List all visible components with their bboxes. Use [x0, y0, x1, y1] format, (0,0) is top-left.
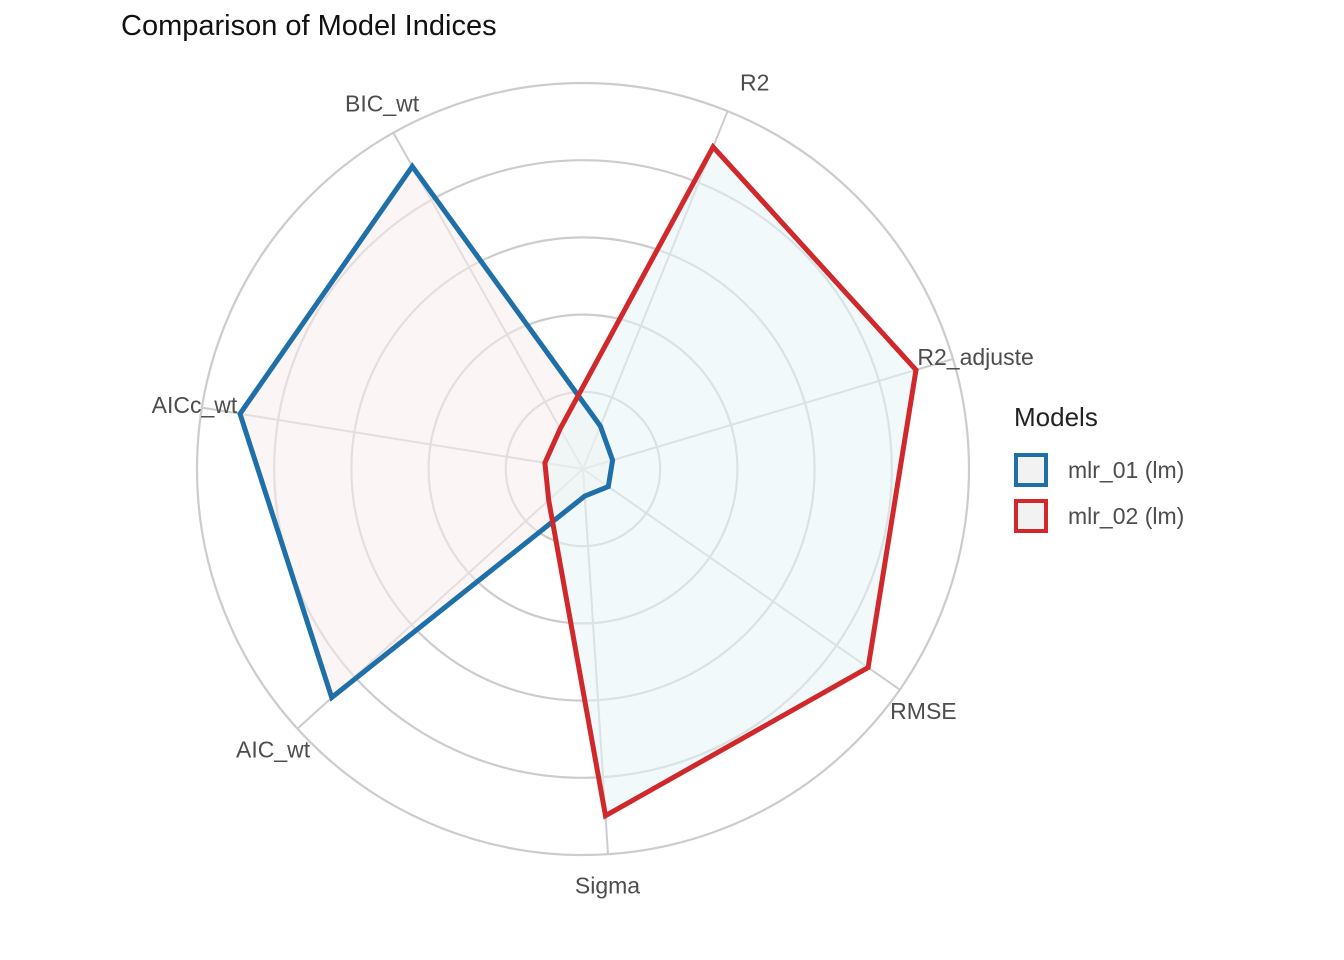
- series-fills: [240, 146, 916, 816]
- legend-item-1: mlr_01 (lm): [1014, 447, 1184, 493]
- legend-item-2: mlr_02 (lm): [1014, 493, 1184, 539]
- axis-label-Sigma: Sigma: [575, 873, 640, 899]
- axis-label-AIC_wt: AIC_wt: [236, 737, 311, 763]
- series-fill-2: [544, 146, 916, 816]
- grid-ring-5: [195, 81, 971, 857]
- legend-swatch-2: [1014, 499, 1048, 533]
- axis-labels: R2 R2_adjuste RMSE Sigma AIC_wt AICc_wt BIC_wt: [152, 69, 1034, 898]
- axis-label-BIC_wt: BIC_wt: [345, 91, 420, 117]
- axis-label-AICc_wt: AICc_wt: [152, 392, 238, 418]
- series-lines: [237, 142, 919, 820]
- legend-label-2: mlr_02 (lm): [1068, 502, 1185, 529]
- legend-label-1: mlr_01 (lm): [1068, 456, 1185, 483]
- axis-label-R2: R2: [740, 69, 769, 95]
- axis-label-RMSE: RMSE: [890, 698, 956, 724]
- series-line-2: [542, 142, 919, 820]
- chart-title: Comparison of Model Indices: [121, 10, 497, 42]
- legend-title: Models: [1014, 402, 1098, 432]
- series-fill-1: [240, 166, 613, 698]
- legend-swatch-1: [1014, 453, 1048, 487]
- axis-label-R2_adjusted: R2_adjuste: [917, 344, 1033, 370]
- series-line-1: [237, 162, 616, 702]
- legend: Models mlr_01 (lm) mlr_02 (lm): [1014, 402, 1184, 539]
